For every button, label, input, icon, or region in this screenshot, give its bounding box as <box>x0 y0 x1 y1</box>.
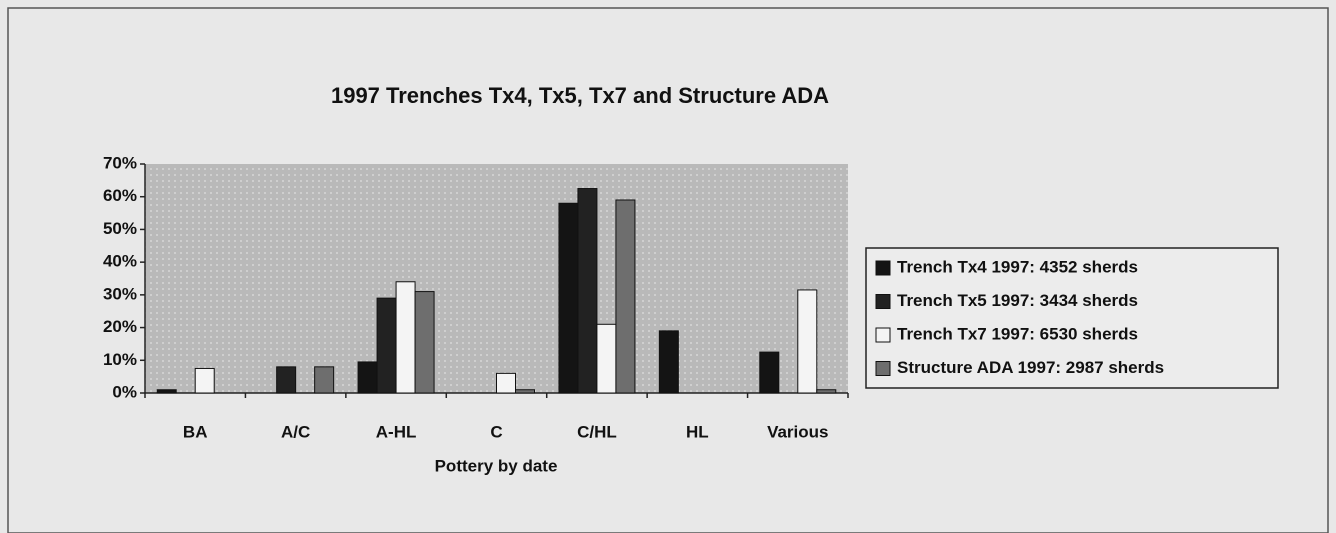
x-axis-label: Pottery by date <box>435 456 558 475</box>
y-tick-label: 20% <box>103 317 137 336</box>
legend-swatch <box>875 294 891 309</box>
bar <box>596 323 617 394</box>
bar <box>558 202 579 394</box>
bar <box>357 361 378 394</box>
x-tick-label: C/HL <box>577 422 617 441</box>
y-tick-label: 10% <box>103 350 137 369</box>
bar <box>276 366 297 394</box>
bar <box>759 351 780 394</box>
bar <box>314 366 335 394</box>
legend-box <box>865 247 1279 389</box>
y-tick-label: 60% <box>103 186 137 205</box>
y-tick-label: 30% <box>103 284 137 303</box>
chart-title: 1997 Trenches Tx4, Tx5, Tx7 and Structur… <box>331 83 829 108</box>
legend-swatch <box>875 327 891 343</box>
x-tick-label: Various <box>767 422 828 441</box>
bar <box>156 389 177 394</box>
bar <box>615 199 636 394</box>
x-tick-label: A/C <box>281 422 310 441</box>
y-tick-label: 70% <box>103 153 137 172</box>
x-tick-label: C <box>490 422 502 441</box>
y-tick-label: 0% <box>112 382 137 401</box>
x-tick-label: BA <box>183 422 208 441</box>
bar <box>816 389 837 394</box>
y-tick-label: 40% <box>103 252 137 271</box>
legend-label: Structure ADA 1997: 2987 sherds <box>897 358 1164 377</box>
plot-area <box>145 164 848 393</box>
x-tick-label: A-HL <box>376 422 417 441</box>
legend-label: Trench Tx4 1997: 4352 sherds <box>897 257 1138 276</box>
bar <box>797 289 818 394</box>
bar <box>577 188 598 394</box>
bar <box>496 372 516 394</box>
bar <box>515 389 535 394</box>
y-tick-label: 50% <box>103 219 137 238</box>
bar <box>194 367 215 394</box>
bar <box>414 291 435 394</box>
bar <box>376 297 397 394</box>
bar <box>658 330 679 394</box>
legend-swatch <box>875 260 891 276</box>
legend-label: Trench Tx7 1997: 6530 sherds <box>897 324 1138 343</box>
bar <box>395 281 416 394</box>
legend-swatch <box>875 361 891 376</box>
legend-label: Trench Tx5 1997: 3434 sherds <box>897 291 1138 310</box>
x-tick-label: HL <box>686 422 709 441</box>
